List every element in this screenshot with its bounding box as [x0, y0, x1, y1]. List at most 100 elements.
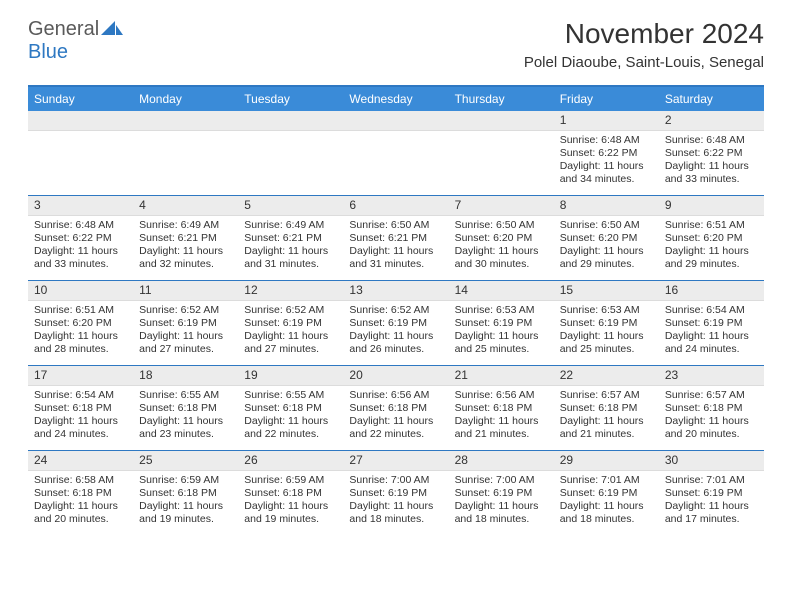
- day-number: 9: [659, 196, 764, 216]
- day-line: Daylight: 11 hours: [244, 500, 337, 513]
- day-line: and 24 minutes.: [665, 343, 758, 356]
- day-cell: 26Sunrise: 6:59 AMSunset: 6:18 PMDayligh…: [238, 451, 343, 535]
- day-number: 20: [343, 366, 448, 386]
- header: General Blue November 2024 Polel Diaoube…: [0, 0, 792, 77]
- day-body: Sunrise: 6:51 AMSunset: 6:20 PMDaylight:…: [659, 216, 764, 276]
- day-cell: 4Sunrise: 6:49 AMSunset: 6:21 PMDaylight…: [133, 196, 238, 280]
- day-line: and 27 minutes.: [139, 343, 232, 356]
- day-line: Sunrise: 6:56 AM: [349, 389, 442, 402]
- day-line: Daylight: 11 hours: [665, 415, 758, 428]
- day-cell: 17Sunrise: 6:54 AMSunset: 6:18 PMDayligh…: [28, 366, 133, 450]
- day-number: 28: [449, 451, 554, 471]
- day-cell: 3Sunrise: 6:48 AMSunset: 6:22 PMDaylight…: [28, 196, 133, 280]
- day-line: Daylight: 11 hours: [560, 415, 653, 428]
- day-number: 21: [449, 366, 554, 386]
- day-line: and 19 minutes.: [244, 513, 337, 526]
- day-line: Sunset: 6:21 PM: [349, 232, 442, 245]
- day-line: and 17 minutes.: [665, 513, 758, 526]
- day-line: Sunrise: 6:48 AM: [560, 134, 653, 147]
- day-number: 6: [343, 196, 448, 216]
- week-row: 10Sunrise: 6:51 AMSunset: 6:20 PMDayligh…: [28, 280, 764, 365]
- day-cell: 30Sunrise: 7:01 AMSunset: 6:19 PMDayligh…: [659, 451, 764, 535]
- day-line: Daylight: 11 hours: [455, 415, 548, 428]
- day-line: and 22 minutes.: [349, 428, 442, 441]
- day-line: Sunrise: 6:50 AM: [560, 219, 653, 232]
- day-line: Sunset: 6:19 PM: [349, 317, 442, 330]
- day-line: and 31 minutes.: [349, 258, 442, 271]
- day-line: Sunrise: 6:57 AM: [560, 389, 653, 402]
- day-body: Sunrise: 6:52 AMSunset: 6:19 PMDaylight:…: [238, 301, 343, 361]
- day-number: 4: [133, 196, 238, 216]
- day-number: 23: [659, 366, 764, 386]
- day-number: 25: [133, 451, 238, 471]
- day-line: Sunrise: 6:49 AM: [244, 219, 337, 232]
- day-line: Sunrise: 6:59 AM: [244, 474, 337, 487]
- day-line: Daylight: 11 hours: [560, 160, 653, 173]
- day-line: Sunset: 6:18 PM: [34, 487, 127, 500]
- day-line: Sunset: 6:22 PM: [560, 147, 653, 160]
- day-line: Daylight: 11 hours: [139, 245, 232, 258]
- day-line: Daylight: 11 hours: [455, 330, 548, 343]
- day-header: Friday: [554, 87, 659, 111]
- day-cell: 21Sunrise: 6:56 AMSunset: 6:18 PMDayligh…: [449, 366, 554, 450]
- day-number: .: [343, 111, 448, 131]
- day-body: [133, 131, 238, 138]
- day-line: Sunrise: 6:51 AM: [665, 219, 758, 232]
- day-line: Sunrise: 6:52 AM: [349, 304, 442, 317]
- day-body: [28, 131, 133, 138]
- day-line: Sunset: 6:18 PM: [139, 402, 232, 415]
- day-body: Sunrise: 6:49 AMSunset: 6:21 PMDaylight:…: [133, 216, 238, 276]
- day-line: Sunset: 6:18 PM: [665, 402, 758, 415]
- day-line: Sunset: 6:20 PM: [665, 232, 758, 245]
- day-line: Daylight: 11 hours: [455, 500, 548, 513]
- day-line: and 18 minutes.: [455, 513, 548, 526]
- day-line: and 25 minutes.: [560, 343, 653, 356]
- day-line: Sunrise: 6:48 AM: [665, 134, 758, 147]
- day-body: Sunrise: 6:56 AMSunset: 6:18 PMDaylight:…: [343, 386, 448, 446]
- day-line: and 22 minutes.: [244, 428, 337, 441]
- day-line: and 18 minutes.: [560, 513, 653, 526]
- day-body: Sunrise: 6:52 AMSunset: 6:19 PMDaylight:…: [133, 301, 238, 361]
- day-body: [449, 131, 554, 138]
- day-body: Sunrise: 7:01 AMSunset: 6:19 PMDaylight:…: [659, 471, 764, 531]
- day-line: and 28 minutes.: [34, 343, 127, 356]
- day-number: 27: [343, 451, 448, 471]
- day-line: and 25 minutes.: [455, 343, 548, 356]
- day-body: Sunrise: 6:59 AMSunset: 6:18 PMDaylight:…: [238, 471, 343, 531]
- day-line: Sunset: 6:18 PM: [560, 402, 653, 415]
- day-header: Sunday: [28, 87, 133, 111]
- day-line: and 33 minutes.: [34, 258, 127, 271]
- day-line: and 31 minutes.: [244, 258, 337, 271]
- day-line: Daylight: 11 hours: [665, 160, 758, 173]
- logo-word-blue: Blue: [28, 41, 68, 63]
- day-line: Daylight: 11 hours: [34, 330, 127, 343]
- day-line: Sunrise: 6:51 AM: [34, 304, 127, 317]
- day-cell: 24Sunrise: 6:58 AMSunset: 6:18 PMDayligh…: [28, 451, 133, 535]
- day-line: Sunset: 6:19 PM: [560, 317, 653, 330]
- day-cell: 27Sunrise: 7:00 AMSunset: 6:19 PMDayligh…: [343, 451, 448, 535]
- day-line: Sunset: 6:19 PM: [665, 487, 758, 500]
- day-body: Sunrise: 6:58 AMSunset: 6:18 PMDaylight:…: [28, 471, 133, 531]
- day-body: [343, 131, 448, 138]
- day-line: and 29 minutes.: [560, 258, 653, 271]
- day-number: 8: [554, 196, 659, 216]
- day-header: Tuesday: [238, 87, 343, 111]
- day-body: Sunrise: 6:53 AMSunset: 6:19 PMDaylight:…: [554, 301, 659, 361]
- week-row: 3Sunrise: 6:48 AMSunset: 6:22 PMDaylight…: [28, 195, 764, 280]
- day-line: Sunrise: 6:55 AM: [244, 389, 337, 402]
- day-number: .: [133, 111, 238, 131]
- day-line: Sunrise: 6:50 AM: [349, 219, 442, 232]
- day-cell: 28Sunrise: 7:00 AMSunset: 6:19 PMDayligh…: [449, 451, 554, 535]
- day-line: Sunrise: 6:57 AM: [665, 389, 758, 402]
- day-number: 19: [238, 366, 343, 386]
- day-line: Sunrise: 7:00 AM: [349, 474, 442, 487]
- day-line: Daylight: 11 hours: [34, 245, 127, 258]
- day-line: Sunrise: 6:53 AM: [455, 304, 548, 317]
- day-body: Sunrise: 6:50 AMSunset: 6:20 PMDaylight:…: [554, 216, 659, 276]
- day-line: and 27 minutes.: [244, 343, 337, 356]
- day-line: Sunset: 6:20 PM: [560, 232, 653, 245]
- day-number: .: [449, 111, 554, 131]
- day-number: 5: [238, 196, 343, 216]
- day-cell: .: [133, 111, 238, 195]
- day-number: 12: [238, 281, 343, 301]
